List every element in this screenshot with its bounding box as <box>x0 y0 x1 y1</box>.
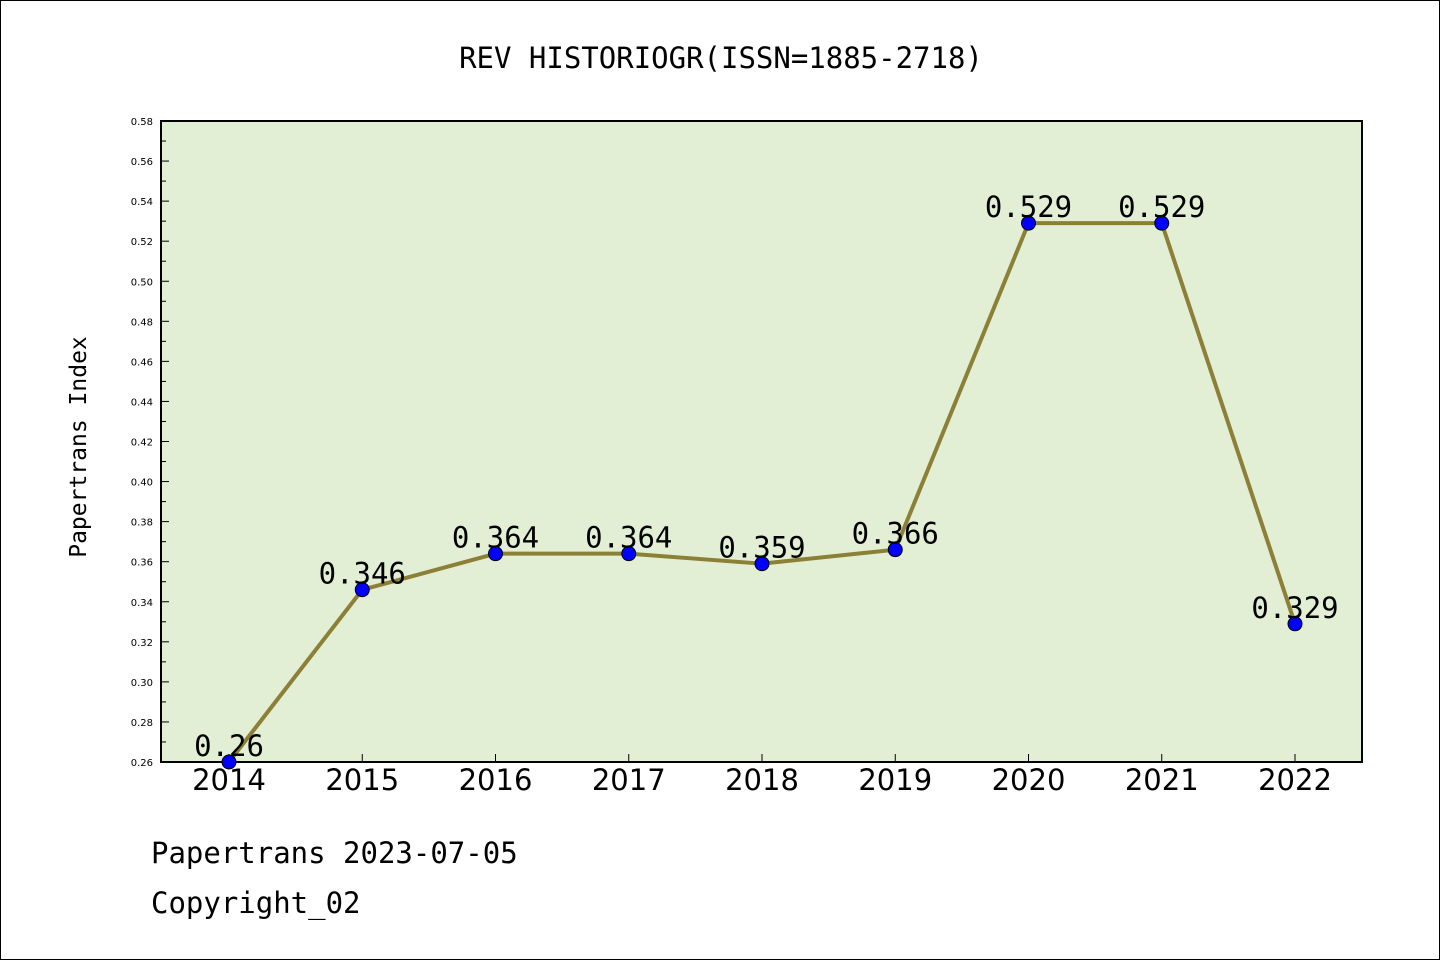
data-point-marker <box>754 556 770 572</box>
data-label: 0.364 <box>452 521 539 555</box>
x-tick-label: 2022 <box>1258 763 1332 797</box>
data-label: 0.26 <box>194 729 264 763</box>
y-tick-label: 0.50 <box>131 277 153 288</box>
y-tick-label: 0.36 <box>131 558 153 569</box>
y-tick-label: 0.40 <box>131 478 153 489</box>
chart-title: REV HISTORIOGR(ISSN=1885-2718) <box>459 41 983 75</box>
y-tick-label: 0.30 <box>131 678 153 689</box>
x-tick-label: 2019 <box>858 763 932 797</box>
data-label: 0.346 <box>319 557 406 591</box>
data-labels-layer: 0.26 0.346 0.364 0.364 0.359 0.366 0.529 0.529 0… <box>194 190 1339 763</box>
data-point-marker <box>354 582 370 598</box>
data-label: 0.359 <box>718 531 805 565</box>
data-point-marker <box>221 754 237 770</box>
data-label: 0.529 <box>1118 190 1205 224</box>
data-label: 0.529 <box>985 190 1072 224</box>
y-tick-label: 0.48 <box>131 317 153 328</box>
y-tick-label: 0.54 <box>131 197 153 208</box>
footer-source-text: Papertrans 2023-07-05 <box>151 836 518 870</box>
x-tick-label: 2021 <box>1125 763 1199 797</box>
y-tick-label: 0.52 <box>131 237 153 248</box>
series-layer <box>221 215 1303 770</box>
y-tick-label: 0.56 <box>131 157 153 168</box>
y-tick-label: 0.28 <box>131 718 153 729</box>
x-tick-label: 2016 <box>459 763 533 797</box>
data-point-marker <box>1021 215 1036 231</box>
y-tick-label: 0.38 <box>131 518 153 529</box>
data-point-marker <box>887 542 903 558</box>
y-tick-label: 0.34 <box>131 598 153 609</box>
y-tick-label: 0.44 <box>131 397 153 408</box>
x-tick-label: 2020 <box>992 763 1066 797</box>
x-axis-ticks: 2014 2015 2016 2017 2018 2019 2020 2021 2022 <box>192 754 1332 797</box>
y-tick-label: 0.26 <box>131 758 153 769</box>
footer-copyright-text: Copyright_02 <box>151 886 361 920</box>
y-axis-ticks: 0.26 0.28 0.30 0.32 0.34 0.36 0.38 0.40 0.42 0.44… <box>131 117 169 769</box>
x-tick-label: 2018 <box>725 763 799 797</box>
data-label: 0.364 <box>585 521 672 555</box>
x-tick-label: 2015 <box>325 763 399 797</box>
x-tick-label: 2017 <box>592 763 666 797</box>
data-point-marker <box>488 546 503 562</box>
y-tick-label: 0.58 <box>131 117 153 128</box>
data-label: 0.366 <box>852 517 939 551</box>
data-point-marker <box>1154 215 1170 231</box>
y-tick-label: 0.42 <box>131 438 153 449</box>
data-label: 0.329 <box>1251 591 1338 625</box>
y-tick-label: 0.46 <box>131 357 153 368</box>
y-axis-label: Papertrans Index <box>66 336 92 558</box>
data-point-marker <box>621 546 637 562</box>
y-tick-label: 0.32 <box>131 638 153 649</box>
data-point-marker <box>1287 616 1303 632</box>
